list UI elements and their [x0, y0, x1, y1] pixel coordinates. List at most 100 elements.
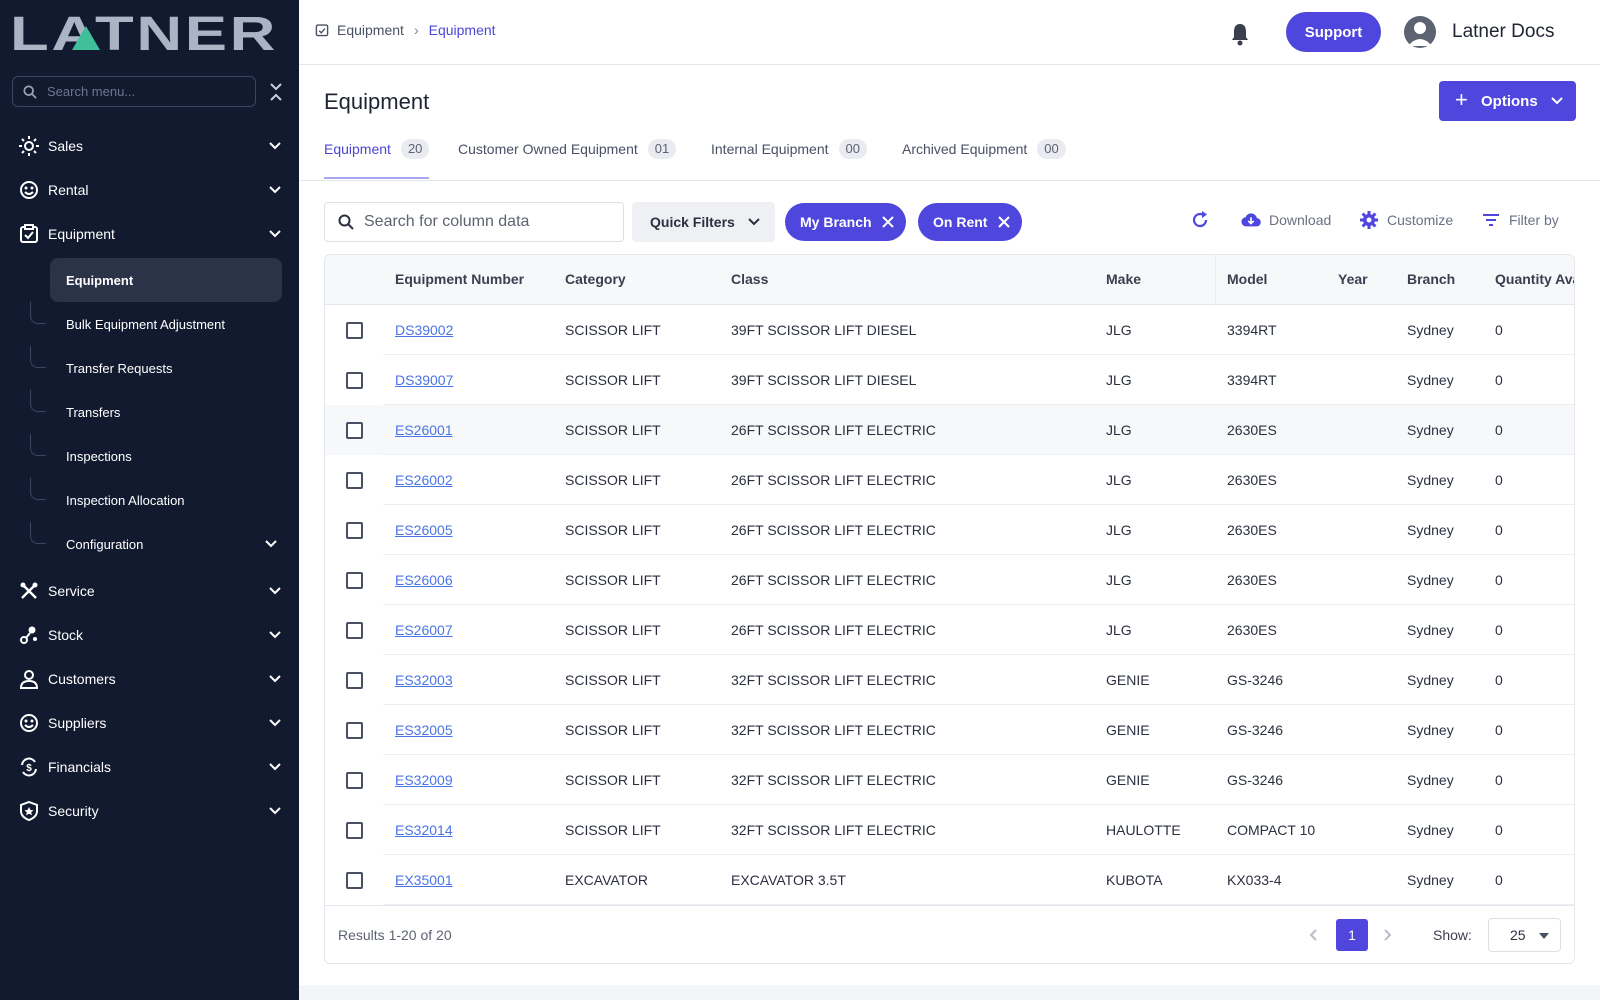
options-button[interactable]: + Options	[1439, 81, 1576, 121]
filter-by-button[interactable]: Filter by	[1481, 210, 1559, 230]
quick-filters-button[interactable]: Quick Filters	[632, 202, 775, 242]
column-header[interactable]: Make	[1106, 271, 1142, 287]
breadcrumb-current[interactable]: Equipment	[428, 22, 496, 38]
column-search-input[interactable]: Search for column data	[324, 202, 624, 242]
row-checkbox[interactable]	[346, 772, 363, 789]
equipment-number-link[interactable]: ES32009	[395, 772, 453, 788]
table-row[interactable]: ES26006 SCISSOR LIFT 26FT SCISSOR LIFT ELE…	[325, 555, 1574, 605]
sidebar-subitem-transfers[interactable]: Transfers	[30, 390, 286, 434]
table-row[interactable]: DS39002 SCISSOR LIFT 39FT SCISSOR LIFT DIE…	[325, 305, 1574, 355]
table-cell: KX033-4	[1227, 872, 1282, 888]
tab-customer-owned-equipment[interactable]: Customer Owned Equipment 01	[458, 139, 677, 179]
equipment-number-link[interactable]: ES26005	[395, 522, 453, 538]
row-checkbox[interactable]	[346, 822, 363, 839]
table-row[interactable]: ES26001 SCISSOR LIFT 26FT SCISSOR LIFT ELE…	[325, 405, 1574, 455]
close-icon[interactable]	[997, 215, 1011, 229]
table-cell: HAULOTTE	[1106, 822, 1181, 838]
table-row[interactable]: ES26002 SCISSOR LIFT 26FT SCISSOR LIFT ELE…	[325, 455, 1574, 505]
pagination-current-page[interactable]: 1	[1336, 919, 1368, 951]
support-button[interactable]: Support	[1286, 12, 1381, 52]
page-size-select[interactable]: 25	[1488, 918, 1561, 952]
row-checkbox[interactable]	[346, 622, 363, 639]
customize-button[interactable]: Customize	[1359, 210, 1453, 230]
table-cell: Sydney	[1407, 822, 1454, 838]
chevron-down-icon	[269, 186, 281, 194]
tab-label: Equipment	[324, 141, 391, 157]
sidebar-subitem-configuration[interactable]: Configuration	[30, 522, 286, 566]
row-checkbox[interactable]	[346, 722, 363, 739]
table-cell: JLG	[1106, 522, 1132, 538]
row-checkbox[interactable]	[346, 472, 363, 489]
table-cell: 0	[1495, 622, 1503, 638]
row-checkbox[interactable]	[346, 372, 363, 389]
table-row[interactable]: ES32009 SCISSOR LIFT 32FT SCISSOR LIFT ELE…	[325, 755, 1574, 805]
column-header[interactable]: Class	[731, 271, 769, 287]
tree-connector	[30, 302, 46, 324]
sidebar-subitem-inspection-allocation[interactable]: Inspection Allocation	[30, 478, 286, 522]
page-title: Equipment	[324, 89, 430, 114]
sidebar-item-stock[interactable]: Stock	[0, 615, 299, 655]
table-row[interactable]: DS39007 SCISSOR LIFT 39FT SCISSOR LIFT DIE…	[325, 355, 1574, 405]
equipment-number-link[interactable]: DS39007	[395, 372, 454, 388]
table-cell: 26FT SCISSOR LIFT ELECTRIC	[731, 472, 936, 488]
latner-logo[interactable]: LATNER	[10, 10, 280, 54]
equipment-number-link[interactable]: ES26001	[395, 422, 453, 438]
user-name[interactable]: Latner Docs	[1452, 21, 1555, 42]
chevron-left-icon[interactable]	[1308, 928, 1318, 942]
row-checkbox[interactable]	[346, 522, 363, 539]
sidebar-item-equipment[interactable]: Equipment	[0, 214, 299, 254]
search-icon	[338, 214, 354, 230]
column-header[interactable]: Equipment Number	[395, 271, 525, 287]
table-row[interactable]: ES26007 SCISSOR LIFT 26FT SCISSOR LIFT ELE…	[325, 605, 1574, 655]
filter-chip-my-branch[interactable]: My Branch	[785, 203, 906, 241]
sidebar-subitem-inspections[interactable]: Inspections	[30, 434, 286, 478]
filter-chip-on-rent[interactable]: On Rent	[918, 203, 1022, 241]
table-row[interactable]: ES32005 SCISSOR LIFT 32FT SCISSOR LIFT ELE…	[325, 705, 1574, 755]
sidebar-subitem-equipment[interactable]: Equipment	[30, 258, 286, 302]
sidebar-item-security[interactable]: Security	[0, 791, 299, 831]
table-cell: 0	[1495, 822, 1503, 838]
row-checkbox[interactable]	[346, 422, 363, 439]
equipment-number-link[interactable]: ES26006	[395, 572, 453, 588]
sidebar-item-suppliers[interactable]: Suppliers	[0, 703, 299, 743]
download-button[interactable]: Download	[1241, 210, 1331, 230]
equipment-number-link[interactable]: ES32014	[395, 822, 453, 838]
row-checkbox[interactable]	[346, 572, 363, 589]
sidebar-item-rental[interactable]: Rental	[0, 170, 299, 210]
sidebar-item-service[interactable]: Service	[0, 571, 299, 611]
column-header[interactable]: Quantity Ava	[1495, 271, 1575, 287]
equipment-number-link[interactable]: ES26002	[395, 472, 453, 488]
sidebar-subitem-bulk-equipment-adjustment[interactable]: Bulk Equipment Adjustment	[30, 302, 286, 346]
breadcrumb-item[interactable]: Equipment	[337, 22, 404, 38]
equipment-number-link[interactable]: ES32003	[395, 672, 453, 688]
sidebar-item-financials[interactable]: $ Financials	[0, 747, 299, 787]
column-header[interactable]: Branch	[1407, 271, 1456, 287]
column-header[interactable]: Category	[565, 271, 626, 287]
table-row[interactable]: ES26005 SCISSOR LIFT 26FT SCISSOR LIFT ELE…	[325, 505, 1574, 555]
row-checkbox[interactable]	[346, 322, 363, 339]
equipment-number-link[interactable]: EX35001	[395, 872, 453, 888]
refresh-button[interactable]	[1190, 210, 1218, 230]
row-checkbox[interactable]	[346, 672, 363, 689]
column-header[interactable]: Year	[1338, 271, 1368, 287]
sidebar-subitem-transfer-requests[interactable]: Transfer Requests	[30, 346, 286, 390]
table-row[interactable]: ES32003 SCISSOR LIFT 32FT SCISSOR LIFT ELE…	[325, 655, 1574, 705]
table-row[interactable]: EX35001 EXCAVATOR EXCAVATOR 3.5T KUBOTA KX03…	[325, 855, 1574, 905]
row-checkbox[interactable]	[346, 872, 363, 889]
equipment-number-link[interactable]: DS39002	[395, 322, 454, 338]
table-row[interactable]: ES32014 SCISSOR LIFT 32FT SCISSOR LIFT ELE…	[325, 805, 1574, 855]
tab-equipment[interactable]: Equipment 20	[324, 139, 430, 179]
sidebar-item-customers[interactable]: Customers	[0, 659, 299, 699]
equipment-number-link[interactable]: ES32005	[395, 722, 453, 738]
bell-icon[interactable]	[1229, 22, 1251, 46]
tab-archived-equipment[interactable]: Archived Equipment 00	[902, 139, 1066, 179]
sidebar-item-sales[interactable]: Sales	[0, 126, 299, 166]
collapse-menu-icon[interactable]	[268, 82, 284, 102]
column-header[interactable]: Model	[1227, 271, 1268, 287]
tab-internal-equipment[interactable]: Internal Equipment 00	[711, 139, 867, 179]
equipment-number-link[interactable]: ES26007	[395, 622, 453, 638]
menu-search-input[interactable]: Search menu...	[12, 76, 256, 107]
chevron-right-icon[interactable]	[1383, 928, 1393, 942]
avatar[interactable]	[1404, 16, 1436, 48]
close-icon[interactable]	[881, 215, 895, 229]
